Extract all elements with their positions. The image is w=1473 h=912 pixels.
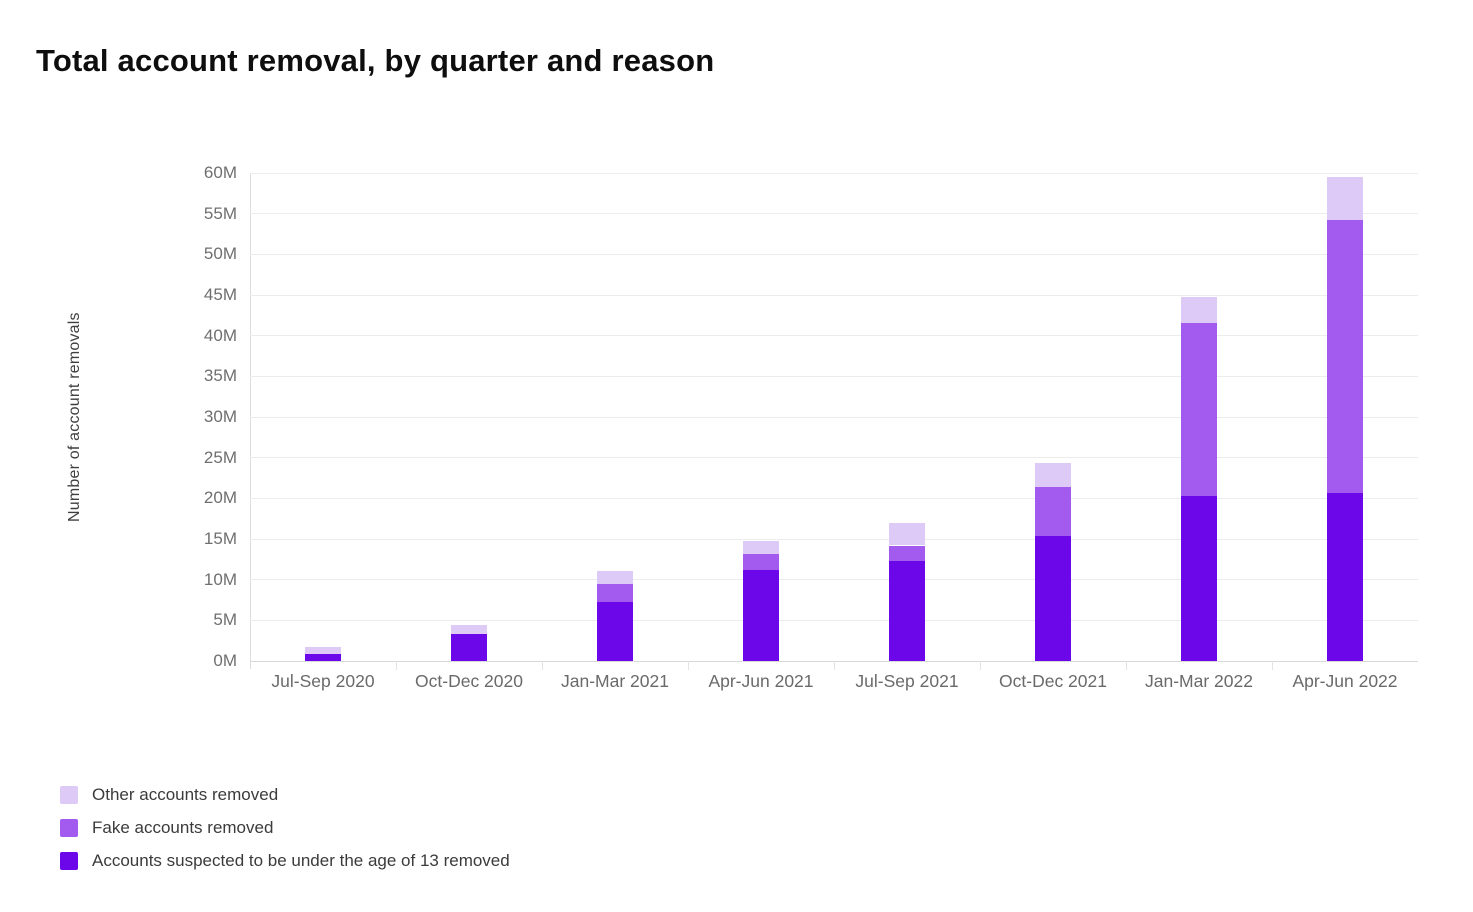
grid-line bbox=[250, 619, 1418, 621]
x-axis-boundary-tick bbox=[542, 661, 543, 670]
legend-label: Accounts suspected to be under the age o… bbox=[92, 851, 510, 870]
x-axis-boundary-tick bbox=[396, 661, 397, 670]
legend-swatch bbox=[60, 786, 78, 804]
x-tick-label: Apr-Jun 2021 bbox=[708, 671, 814, 691]
grid-line bbox=[250, 416, 1418, 418]
bar-segment[interactable] bbox=[597, 583, 633, 602]
x-axis-boundary-tick bbox=[1272, 661, 1273, 670]
legend-item: Accounts suspected to be under the age o… bbox=[60, 852, 510, 870]
grid-line bbox=[250, 375, 1418, 377]
x-axis-boundary-tick bbox=[834, 661, 835, 670]
y-tick-label: 30M bbox=[203, 407, 237, 426]
bar-segment[interactable] bbox=[1035, 486, 1071, 536]
y-tick-label: 15M bbox=[203, 529, 237, 548]
bar-segment[interactable] bbox=[305, 653, 341, 661]
bar-segment[interactable] bbox=[1181, 323, 1217, 496]
grid-line bbox=[250, 172, 1418, 174]
bar-segment[interactable] bbox=[597, 570, 633, 584]
y-tick-label: 0M bbox=[213, 651, 237, 670]
legend: Other accounts removed Fake accounts remo… bbox=[60, 786, 510, 885]
bar-segment[interactable] bbox=[743, 540, 779, 555]
x-tick-label: Jan-Mar 2021 bbox=[561, 671, 669, 691]
x-tick-label: Jan-Mar 2022 bbox=[1145, 671, 1253, 691]
grid-line bbox=[250, 294, 1418, 296]
grid-line bbox=[250, 497, 1418, 499]
bar-segment[interactable] bbox=[889, 522, 925, 546]
bar-segment[interactable] bbox=[1327, 220, 1363, 494]
y-tick-label: 10M bbox=[203, 569, 237, 589]
y-tick-label: 25M bbox=[203, 447, 237, 467]
grid-line bbox=[250, 538, 1418, 540]
y-tick-label: 45M bbox=[203, 285, 237, 304]
legend-label: Other accounts removed bbox=[92, 785, 279, 804]
bar-segment[interactable] bbox=[889, 545, 925, 561]
chart-title: Total account removal, by quarter and re… bbox=[36, 42, 715, 78]
y-axis-line bbox=[250, 173, 251, 669]
x-axis-boundary-tick bbox=[980, 661, 981, 670]
x-tick-label: Oct-Dec 2020 bbox=[415, 671, 523, 691]
x-axis-boundary-tick bbox=[1126, 661, 1127, 670]
legend-swatch bbox=[60, 819, 78, 837]
bar-segment[interactable] bbox=[1181, 296, 1217, 324]
bar-segment[interactable] bbox=[1181, 495, 1217, 661]
x-tick-label: Jul-Sep 2021 bbox=[855, 671, 959, 691]
bar-segment[interactable] bbox=[1035, 535, 1071, 661]
y-tick-label: 5M bbox=[213, 610, 237, 630]
y-tick-label: 50M bbox=[203, 244, 237, 264]
grid-line bbox=[250, 579, 1418, 581]
x-axis-boundary-tick bbox=[688, 661, 689, 670]
y-tick-label: 55M bbox=[203, 203, 237, 223]
grid-line bbox=[250, 213, 1418, 215]
y-tick-label: 35M bbox=[203, 366, 237, 386]
bar-segment[interactable] bbox=[305, 647, 341, 654]
legend-item: Other accounts removed bbox=[60, 786, 510, 804]
grid-line bbox=[250, 335, 1418, 337]
bar-segment[interactable] bbox=[1327, 177, 1363, 221]
legend-swatch bbox=[60, 852, 78, 870]
bar-segment[interactable] bbox=[889, 560, 925, 661]
x-tick-label: Jul-Sep 2020 bbox=[271, 671, 375, 691]
legend-label: Fake accounts removed bbox=[92, 818, 274, 837]
y-tick-label: 20M bbox=[203, 488, 237, 508]
bar-segment[interactable] bbox=[451, 625, 487, 635]
bar-segment[interactable] bbox=[451, 634, 487, 661]
bar-segment[interactable] bbox=[743, 569, 779, 661]
bar-segment[interactable] bbox=[743, 554, 779, 570]
bar-segment[interactable] bbox=[1327, 493, 1363, 661]
y-tick-label: 40M bbox=[203, 325, 237, 345]
x-tick-label: Apr-Jun 2022 bbox=[1292, 671, 1398, 691]
y-tick-label: 60M bbox=[203, 163, 237, 182]
grid-line bbox=[250, 457, 1418, 459]
grid-line bbox=[250, 253, 1418, 255]
plot-area bbox=[250, 172, 1418, 662]
bar-segment[interactable] bbox=[1035, 463, 1071, 487]
y-axis-title: Number of account removals bbox=[66, 312, 83, 522]
bar-segment[interactable] bbox=[597, 601, 633, 661]
legend-item: Fake accounts removed bbox=[60, 819, 510, 837]
x-tick-label: Oct-Dec 2021 bbox=[999, 671, 1107, 691]
